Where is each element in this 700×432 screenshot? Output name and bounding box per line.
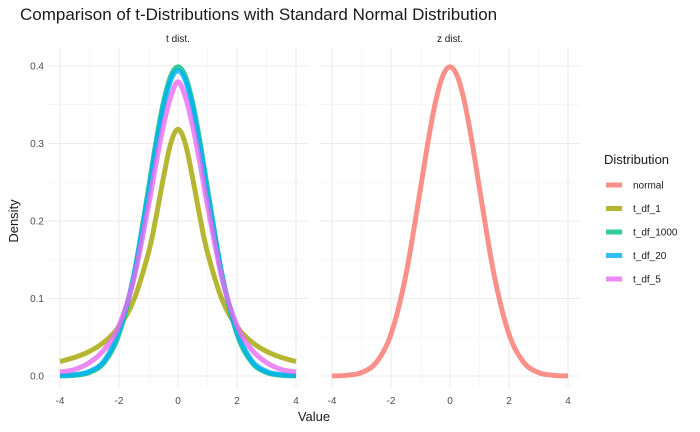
panel-strip-label: t dist.: [166, 34, 190, 45]
panel-1: t dist. -4 -2 0 2 4 0.0 0.1 0.2 0.3 0.4: [30, 34, 308, 407]
series-line-normal: [331, 64, 569, 379]
legend-label: t_df_20: [633, 251, 667, 262]
panel-2: z dist. -4 -2 0 2 4: [320, 34, 580, 407]
y-tick-labels: 0.0 0.1 0.2 0.3 0.4: [30, 62, 44, 383]
y-tick-label: 0.3: [30, 139, 44, 150]
legend-label: normal: [633, 181, 664, 192]
x-tick-labels: -4 -2 0 2 4: [328, 396, 572, 407]
x-tick-label: 2: [506, 396, 512, 407]
y-tick-label: 0.1: [30, 294, 44, 305]
x-tick-label: 0: [175, 396, 181, 407]
legend-title: Distribution: [604, 152, 669, 167]
legend-item: t_df_1000: [606, 228, 678, 239]
legend-item: t_df_1: [606, 204, 661, 215]
x-tick-label: 4: [293, 396, 299, 407]
x-tick-labels: -4 -2 0 2 4: [56, 396, 300, 407]
legend-label: t_df_1000: [633, 228, 678, 239]
panel-strip-label: z dist.: [437, 34, 463, 45]
x-tick-label: 0: [447, 396, 453, 407]
series-lines: [331, 64, 569, 379]
chart-panels: t dist. -4 -2 0 2 4 0.0 0.1 0.2 0.3 0.4 z dist. -4 -2…: [30, 34, 580, 407]
x-tick-label: -4: [328, 396, 337, 407]
x-tick-label: -4: [56, 396, 65, 407]
legend-item: t_df_5: [606, 275, 661, 286]
legend: Distribution normal t_df_1 t_df_1000 t_df_2…: [604, 152, 678, 286]
x-axis-title: Value: [298, 409, 330, 424]
x-tick-label: -2: [115, 396, 124, 407]
major-gridlines: [320, 48, 580, 388]
y-axis-title: Density: [6, 199, 21, 243]
y-tick-label: 0.2: [30, 217, 44, 228]
x-tick-label: 4: [565, 396, 571, 407]
legend-item: normal: [606, 181, 664, 192]
legend-label: t_df_5: [633, 275, 661, 286]
y-tick-label: 0.0: [30, 372, 44, 383]
y-tick-label: 0.4: [30, 62, 44, 73]
series-line-t-df-20: [59, 68, 297, 379]
legend-item: t_df_20: [606, 251, 667, 262]
chart-title: Comparison of t-Distributions with Stand…: [20, 5, 497, 24]
series-lines: [59, 64, 297, 379]
x-tick-label: -2: [387, 396, 396, 407]
series-line-t-df-5: [59, 79, 297, 375]
series-line-t-df-1: [59, 126, 297, 364]
x-tick-label: 2: [234, 396, 240, 407]
legend-label: t_df_1: [633, 204, 661, 215]
